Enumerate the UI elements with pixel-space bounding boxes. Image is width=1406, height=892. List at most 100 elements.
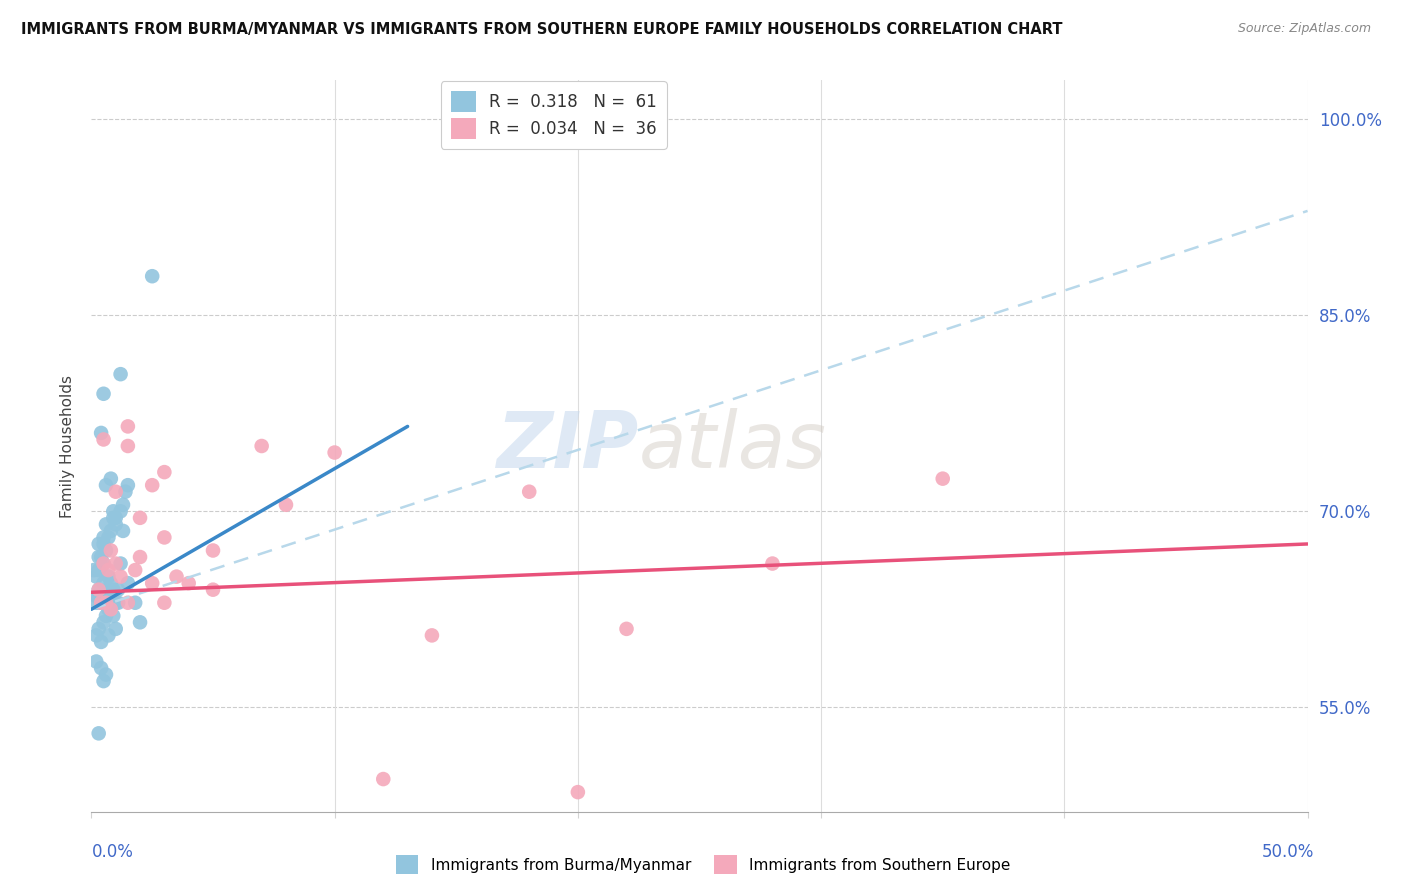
Point	[761, 557, 783, 571]
Point	[84, 589, 107, 603]
Point	[87, 582, 110, 597]
Point	[373, 772, 395, 786]
Point	[117, 419, 139, 434]
Point	[100, 472, 122, 486]
Point	[153, 596, 176, 610]
Point	[100, 602, 122, 616]
Point	[93, 433, 115, 447]
Point	[250, 439, 273, 453]
Point	[117, 478, 139, 492]
Legend: R =  0.318   N =  61, R =  0.034   N =  36: R = 0.318 N = 61, R = 0.034 N = 36	[440, 81, 666, 149]
Point	[202, 543, 225, 558]
Point	[202, 582, 225, 597]
Point	[87, 589, 110, 603]
Point	[93, 576, 115, 591]
Point	[84, 655, 107, 669]
Point	[110, 557, 132, 571]
Point	[94, 608, 117, 623]
Text: IMMIGRANTS FROM BURMA/MYANMAR VS IMMIGRANTS FROM SOUTHERN EUROPE FAMILY HOUSEHOL: IMMIGRANTS FROM BURMA/MYANMAR VS IMMIGRA…	[21, 22, 1063, 37]
Text: 0.0%: 0.0%	[91, 843, 134, 861]
Point	[100, 576, 122, 591]
Text: ZIP: ZIP	[496, 408, 638, 484]
Point	[420, 628, 443, 642]
Point	[104, 484, 127, 499]
Point	[104, 622, 127, 636]
Point	[117, 596, 139, 610]
Text: Source: ZipAtlas.com: Source: ZipAtlas.com	[1237, 22, 1371, 36]
Point	[931, 472, 953, 486]
Legend: Immigrants from Burma/Myanmar, Immigrants from Southern Europe: Immigrants from Burma/Myanmar, Immigrant…	[389, 849, 1017, 880]
Point	[111, 524, 134, 538]
Point	[100, 589, 122, 603]
Point	[129, 615, 152, 630]
Point	[87, 622, 110, 636]
Point	[111, 498, 134, 512]
Point	[94, 667, 117, 681]
Point	[177, 576, 200, 591]
Point	[107, 596, 129, 610]
Point	[153, 465, 176, 479]
Point	[97, 628, 120, 642]
Point	[94, 478, 117, 492]
Point	[117, 576, 139, 591]
Point	[97, 602, 120, 616]
Point	[129, 511, 152, 525]
Point	[110, 504, 132, 518]
Point	[103, 504, 125, 518]
Y-axis label: Family Households: Family Households	[60, 375, 76, 517]
Point	[93, 537, 115, 551]
Point	[94, 543, 117, 558]
Point	[84, 596, 107, 610]
Point	[90, 425, 112, 440]
Point	[100, 543, 122, 558]
Point	[90, 596, 112, 610]
Text: atlas: atlas	[638, 408, 827, 484]
Point	[93, 557, 115, 571]
Point	[141, 576, 163, 591]
Point	[90, 635, 112, 649]
Point	[87, 726, 110, 740]
Point	[141, 269, 163, 284]
Point	[84, 569, 107, 583]
Point	[93, 674, 115, 689]
Point	[124, 596, 146, 610]
Point	[104, 517, 127, 532]
Point	[517, 484, 540, 499]
Point	[87, 549, 110, 564]
Point	[90, 596, 112, 610]
Point	[103, 608, 125, 623]
Point	[90, 549, 112, 564]
Point	[97, 563, 120, 577]
Point	[84, 628, 107, 642]
Point	[83, 563, 105, 577]
Point	[87, 582, 110, 597]
Point	[97, 530, 120, 544]
Point	[93, 615, 115, 630]
Point	[90, 596, 112, 610]
Point	[97, 569, 120, 583]
Point	[567, 785, 589, 799]
Point	[166, 569, 188, 583]
Point	[323, 445, 346, 459]
Point	[117, 439, 139, 453]
Point	[110, 367, 132, 381]
Point	[103, 582, 125, 597]
Point	[104, 511, 127, 525]
Point	[104, 596, 127, 610]
Point	[103, 511, 125, 525]
Point	[87, 563, 110, 577]
Point	[141, 478, 163, 492]
Point	[124, 563, 146, 577]
Point	[93, 386, 115, 401]
Point	[90, 661, 112, 675]
Point	[110, 569, 132, 583]
Point	[107, 582, 129, 597]
Point	[94, 589, 117, 603]
Point	[129, 549, 152, 564]
Point	[100, 524, 122, 538]
Point	[93, 530, 115, 544]
Point	[616, 622, 638, 636]
Point	[114, 484, 136, 499]
Point	[94, 596, 117, 610]
Text: 50.0%: 50.0%	[1263, 843, 1315, 861]
